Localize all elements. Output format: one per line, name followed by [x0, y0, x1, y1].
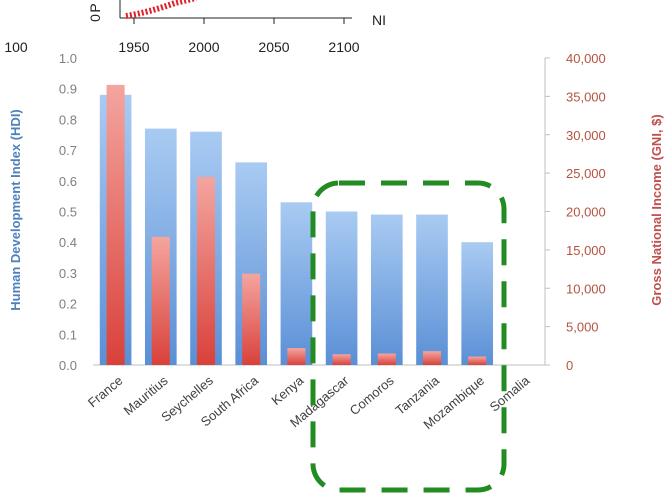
bar-gni [151, 236, 170, 365]
inset-series-line [125, 0, 197, 19]
inset-ylabel: P [87, 3, 103, 12]
y-tick-label-right: 30,000 [566, 128, 606, 143]
category-label: Comoros [347, 372, 397, 418]
y-tick-label-left: 0.4 [59, 235, 77, 250]
y-tick-label-left: 0.7 [59, 143, 77, 158]
y-tick-label-left: 0.6 [59, 174, 77, 189]
y-axis-label-left: Human Development Index (HDI) [8, 109, 23, 311]
highlight-box [310, 180, 507, 493]
bar-gni [468, 356, 487, 365]
inset-xtick: 2050 [258, 39, 289, 55]
bar-gni [377, 353, 396, 365]
inset-xlabel: NI [372, 12, 386, 28]
y-tick-label-right: 15,000 [566, 243, 606, 258]
category-label: Kenya [268, 372, 306, 408]
y-tick-label-left: 0.2 [59, 297, 77, 312]
bar-gni [422, 351, 442, 365]
bar-gni [332, 354, 351, 365]
bar-hdi [280, 202, 313, 365]
bar-gni [287, 348, 306, 365]
bar-chart: 0.0 0.1 0.2 0.3 0.4 0.5 0.6 0.7 0.8 0.9 1.0 0 5,000… [8, 51, 664, 493]
bar-hdi [325, 211, 358, 365]
y-tick-label-left: 0.0 [59, 358, 77, 373]
y-tick-label-left: 0.8 [59, 112, 77, 127]
y-tick-label-right: 10,000 [566, 281, 606, 296]
y-tick-label-left: 0.3 [59, 266, 77, 281]
bar-gni [106, 84, 125, 366]
y-tick-label-right: 0 [566, 358, 573, 373]
y-tick-label-left: 1.0 [59, 51, 77, 66]
category-label: France [85, 373, 126, 411]
inset-plot: P 0 NI 100 1950 2000 2050 2100 [4, 0, 386, 55]
y-tick-label-left: 0.1 [59, 327, 77, 342]
inset-xtick: 1950 [118, 39, 149, 55]
bar-hdi [461, 242, 494, 365]
y-tick-label-right: 25,000 [566, 166, 606, 181]
y-tick-label-left: 0.5 [59, 205, 77, 220]
bar-gni [242, 273, 261, 365]
category-label: Somalia [487, 372, 533, 414]
y-tick-label-left: 0.9 [59, 82, 77, 97]
y-tick-label-right: 5,000 [566, 320, 599, 335]
y-tick-label-right: 20,000 [566, 205, 606, 220]
inset-xtick: 2100 [328, 39, 359, 55]
bar-hdi [370, 214, 403, 365]
y-axis-label-right: Gross National Income (GNI, $) [649, 114, 664, 305]
inset-xtick: 100 [4, 39, 28, 55]
inset-xtick: 2000 [188, 39, 219, 55]
inset-ytick: 0 [87, 14, 103, 22]
bar-gni [196, 176, 216, 365]
y-tick-label-right: 35,000 [566, 89, 606, 104]
y-tick-label-right: 40,000 [566, 51, 606, 66]
bar-hdi [416, 214, 448, 365]
